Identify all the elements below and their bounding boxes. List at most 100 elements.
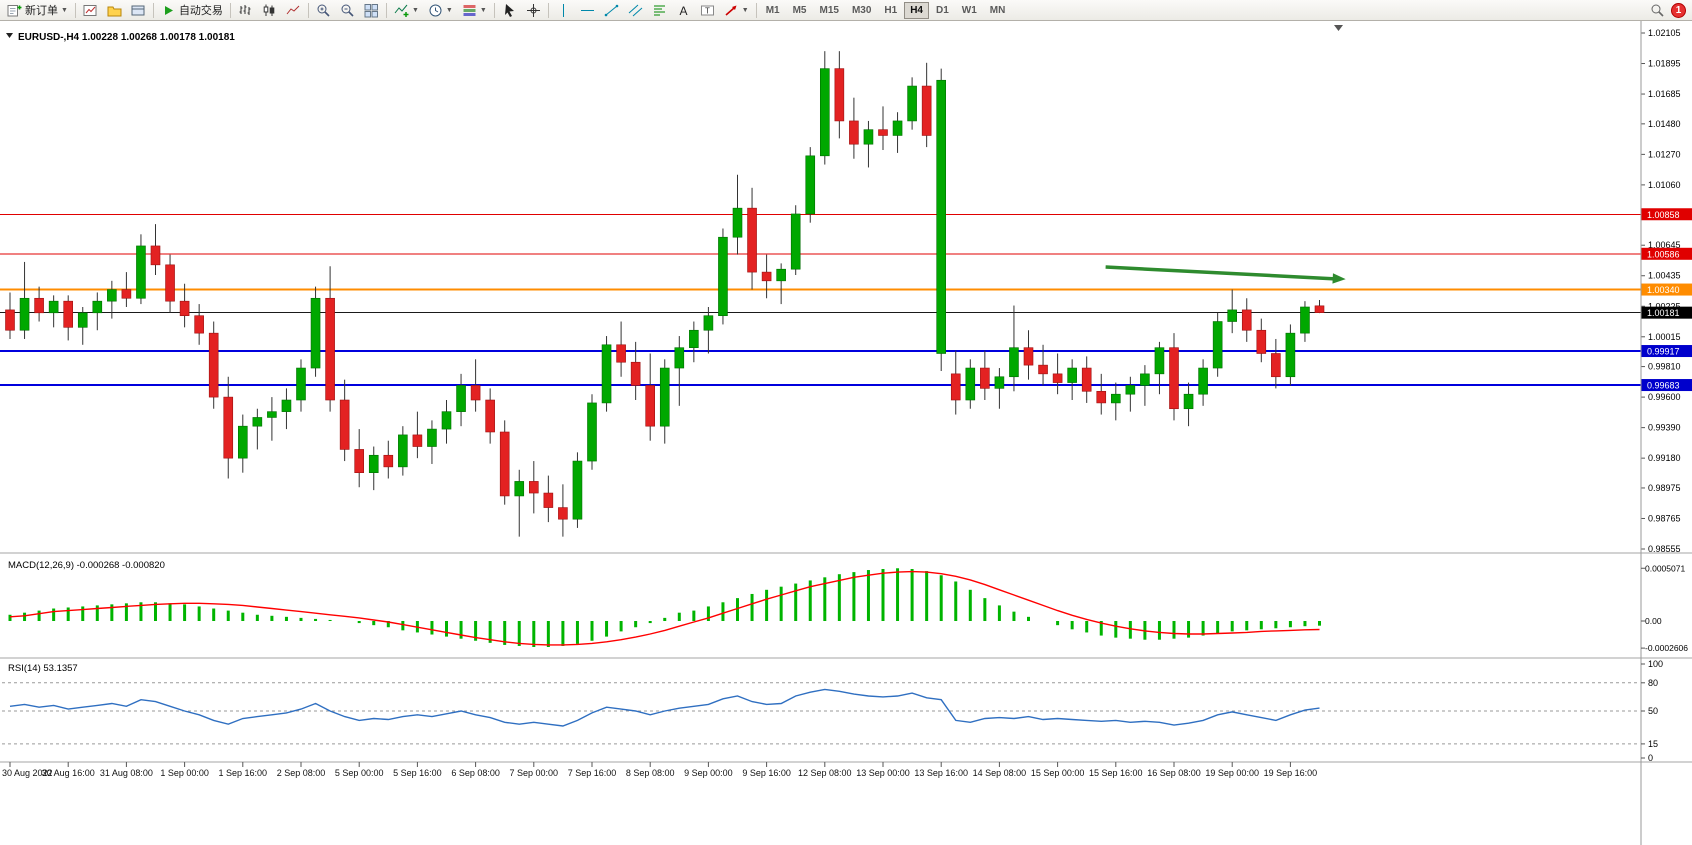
candles xyxy=(5,51,1325,537)
fibonacci-icon xyxy=(653,5,665,15)
indicators-icon xyxy=(394,4,409,17)
svg-text:9 Sep 00:00: 9 Sep 00:00 xyxy=(684,768,733,778)
trendline-button[interactable] xyxy=(600,1,623,19)
svg-text:1.01060: 1.01060 xyxy=(1648,180,1681,190)
profiles-button[interactable] xyxy=(103,1,126,19)
svg-text:16 Sep 08:00: 16 Sep 08:00 xyxy=(1147,768,1201,778)
chart-shift-marker[interactable] xyxy=(1334,25,1343,31)
svg-text:EURUSD-,H4 1.00228 1.00268 1.0: EURUSD-,H4 1.00228 1.00268 1.00178 1.001… xyxy=(18,32,235,43)
chart-menu-icon[interactable] xyxy=(6,33,13,38)
text-button[interactable]: A xyxy=(672,1,695,19)
svg-text:8 Sep 08:00: 8 Sep 08:00 xyxy=(626,768,675,778)
toolbar-separator xyxy=(755,2,757,18)
periods-icon xyxy=(429,4,442,16)
crosshair-icon xyxy=(526,3,540,17)
svg-text:1.00015: 1.00015 xyxy=(1648,332,1681,342)
zoom-in-button[interactable] xyxy=(312,1,335,19)
level-lines[interactable] xyxy=(0,213,1641,387)
timeframe-mn[interactable]: MN xyxy=(984,2,1012,19)
timeframe-d1[interactable]: D1 xyxy=(930,2,955,19)
chevron-down-icon: ▼ xyxy=(61,6,68,14)
horizontal-line-button[interactable] xyxy=(576,1,599,19)
svg-text:7 Sep 00:00: 7 Sep 00:00 xyxy=(510,768,559,778)
svg-text:0.00: 0.00 xyxy=(1645,616,1662,626)
search-icon xyxy=(1651,4,1664,17)
zoom-out-icon xyxy=(341,4,354,17)
svg-text:MACD(12,26,9) -0.000268 -0.000: MACD(12,26,9) -0.000268 -0.000820 xyxy=(8,560,165,571)
arrow-tools-button[interactable]: ▼ xyxy=(720,1,753,19)
line-chart-icon xyxy=(286,5,300,14)
notifications-badge[interactable]: 1 xyxy=(1671,2,1686,18)
fibonacci-button[interactable] xyxy=(648,1,671,19)
bars-chart-button[interactable] xyxy=(234,1,257,19)
arrow-tools-icon xyxy=(725,5,737,16)
candles-chart-button[interactable] xyxy=(258,1,281,19)
svg-text:80: 80 xyxy=(1648,678,1658,688)
svg-text:5 Sep 00:00: 5 Sep 00:00 xyxy=(335,768,384,778)
chart-canvas[interactable]: EURUSD-,H4 1.00228 1.00268 1.00178 1.001… xyxy=(0,21,1692,845)
trend-arrow-annotation[interactable] xyxy=(1105,265,1346,284)
templates-button[interactable]: ▼ xyxy=(458,1,491,19)
svg-text:19 Sep 00:00: 19 Sep 00:00 xyxy=(1205,768,1259,778)
indicators-button[interactable]: ▼ xyxy=(390,1,423,19)
zoom-out-button[interactable] xyxy=(336,1,359,19)
cursor-icon xyxy=(504,3,514,17)
cursor-button[interactable] xyxy=(498,1,521,19)
price-axis[interactable] xyxy=(1641,21,1692,845)
bars-chart-icon xyxy=(239,4,251,15)
svg-text:0.99600: 0.99600 xyxy=(1648,392,1681,402)
toolbar-separator xyxy=(229,2,231,18)
tile-windows-button[interactable] xyxy=(360,1,383,19)
autotrading-button[interactable]: 自动交易 xyxy=(157,1,227,19)
vertical-line-button[interactable] xyxy=(552,1,575,19)
chevron-down-icon: ▼ xyxy=(445,6,453,14)
timeframe-h1[interactable]: H1 xyxy=(878,2,903,19)
chart-window[interactable]: EURUSD-,H4 1.00228 1.00268 1.00178 1.001… xyxy=(0,21,1692,845)
charts-button[interactable] xyxy=(79,1,102,19)
crosshair-button[interactable] xyxy=(522,1,545,19)
zoom-in-icon xyxy=(317,4,330,17)
chevron-down-icon: ▼ xyxy=(479,6,487,14)
main-toolbar: 新订单 ▼ 自动交易 xyxy=(0,0,1692,21)
panel-separators[interactable] xyxy=(0,552,1692,763)
timeframe-m15[interactable]: M15 xyxy=(814,2,845,19)
search-button[interactable] xyxy=(1646,1,1669,19)
svg-text:1.02105: 1.02105 xyxy=(1648,28,1681,38)
svg-text:1.00181: 1.00181 xyxy=(1647,308,1680,318)
timeframe-w1[interactable]: W1 xyxy=(956,2,983,19)
price-axis-labels: 1.02105 1.01895 1.01685 1.01480 1.01270 1.010… xyxy=(1641,28,1692,554)
label-button[interactable]: T xyxy=(696,1,719,19)
channel-icon xyxy=(628,4,643,16)
svg-text:13 Sep 16:00: 13 Sep 16:00 xyxy=(914,768,968,778)
channel-button[interactable] xyxy=(624,1,647,19)
trendline-icon xyxy=(604,4,619,16)
toolbar-separator xyxy=(385,2,387,18)
periods-button[interactable]: ▼ xyxy=(424,1,457,19)
timeframe-m5[interactable]: M5 xyxy=(787,2,813,19)
svg-text:5 Sep 16:00: 5 Sep 16:00 xyxy=(393,768,442,778)
terminal-button[interactable] xyxy=(127,1,150,19)
svg-text:2 Sep 08:00: 2 Sep 08:00 xyxy=(277,768,326,778)
svg-text:1.00858: 1.00858 xyxy=(1647,210,1680,220)
svg-text:0.98555: 0.98555 xyxy=(1648,544,1681,554)
svg-text:15: 15 xyxy=(1648,739,1658,749)
timeframe-m30[interactable]: M30 xyxy=(846,2,877,19)
templates-icon xyxy=(463,4,476,16)
new-order-button[interactable]: 新订单 ▼ xyxy=(3,1,72,19)
new-order-icon xyxy=(7,4,22,16)
svg-text:T: T xyxy=(705,6,710,15)
svg-text:7 Sep 16:00: 7 Sep 16:00 xyxy=(568,768,617,778)
charts-icon xyxy=(83,4,97,16)
terminal-icon xyxy=(131,5,145,15)
horizontal-line-icon xyxy=(580,9,594,11)
svg-text:100: 100 xyxy=(1648,659,1663,669)
line-chart-button[interactable] xyxy=(282,1,305,19)
vertical-line-icon xyxy=(562,3,564,17)
svg-text:1 Sep 00:00: 1 Sep 00:00 xyxy=(160,768,209,778)
toolbar-separator xyxy=(307,2,309,18)
timeframe-h4[interactable]: H4 xyxy=(904,1,929,19)
timeframe-m1[interactable]: M1 xyxy=(760,2,786,19)
svg-text:1.01270: 1.01270 xyxy=(1648,149,1681,159)
